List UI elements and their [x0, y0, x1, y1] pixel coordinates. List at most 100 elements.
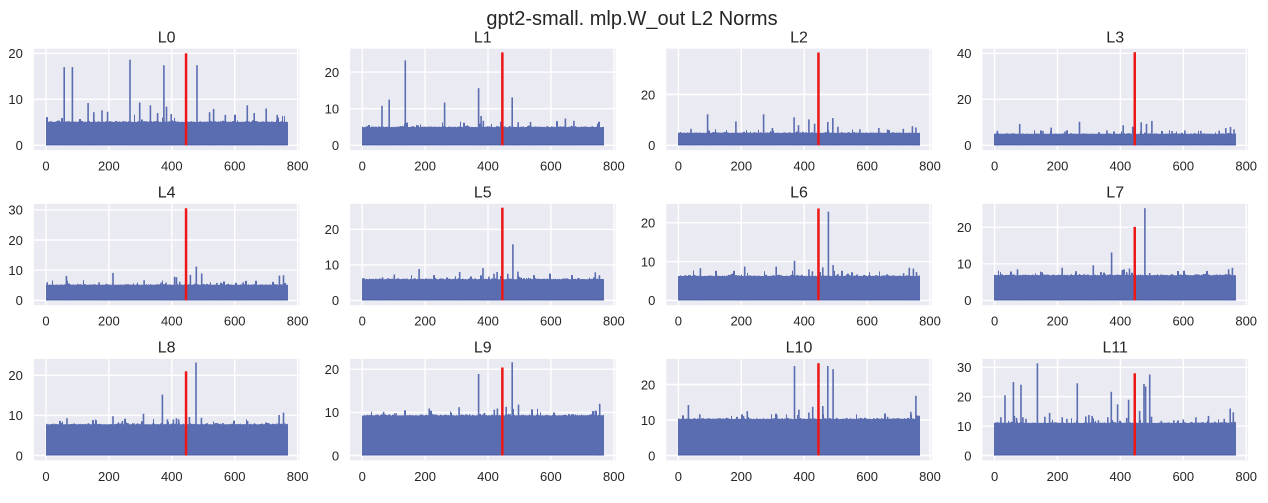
svg-text:400: 400: [793, 314, 815, 329]
svg-text:600: 600: [856, 159, 878, 174]
svg-text:L2: L2: [790, 30, 808, 47]
svg-text:10: 10: [8, 408, 22, 423]
svg-text:L0: L0: [158, 30, 176, 47]
svg-text:0: 0: [42, 159, 49, 174]
svg-text:20: 20: [325, 222, 339, 237]
svg-text:30: 30: [957, 360, 971, 375]
svg-text:10: 10: [325, 405, 339, 420]
svg-text:20: 20: [957, 390, 971, 405]
svg-text:L7: L7: [1106, 185, 1124, 202]
svg-text:20: 20: [325, 362, 339, 377]
svg-text:0: 0: [359, 314, 366, 329]
svg-text:800: 800: [1235, 469, 1257, 484]
svg-text:10: 10: [8, 92, 22, 107]
svg-text:400: 400: [161, 159, 183, 174]
svg-text:0: 0: [16, 138, 23, 153]
svg-text:600: 600: [540, 469, 562, 484]
svg-text:0: 0: [648, 293, 655, 308]
svg-text:400: 400: [1110, 469, 1132, 484]
svg-text:200: 200: [414, 469, 436, 484]
svg-text:L6: L6: [790, 185, 808, 202]
svg-text:200: 200: [98, 469, 120, 484]
svg-text:800: 800: [603, 159, 625, 174]
svg-text:400: 400: [161, 314, 183, 329]
svg-text:400: 400: [477, 314, 499, 329]
svg-text:800: 800: [1235, 159, 1257, 174]
svg-text:0: 0: [16, 293, 23, 308]
svg-text:600: 600: [224, 469, 246, 484]
svg-text:0: 0: [359, 159, 366, 174]
svg-text:40: 40: [957, 46, 971, 61]
svg-text:20: 20: [957, 92, 971, 107]
svg-text:400: 400: [1110, 314, 1132, 329]
svg-text:20: 20: [957, 220, 971, 235]
svg-text:400: 400: [1110, 159, 1132, 174]
svg-text:10: 10: [957, 257, 971, 272]
svg-text:20: 20: [641, 377, 655, 392]
svg-text:0: 0: [991, 314, 998, 329]
svg-text:L10: L10: [786, 340, 813, 357]
svg-text:20: 20: [8, 46, 22, 61]
svg-text:200: 200: [1047, 159, 1069, 174]
svg-text:10: 10: [325, 102, 339, 117]
svg-text:200: 200: [98, 314, 120, 329]
svg-text:200: 200: [1047, 314, 1069, 329]
svg-text:600: 600: [540, 314, 562, 329]
svg-text:10: 10: [325, 258, 339, 273]
svg-text:800: 800: [287, 469, 309, 484]
svg-text:600: 600: [856, 469, 878, 484]
svg-text:0: 0: [359, 469, 366, 484]
svg-text:L11: L11: [1102, 340, 1128, 357]
svg-text:400: 400: [793, 159, 815, 174]
svg-text:20: 20: [325, 65, 339, 80]
svg-text:600: 600: [1172, 159, 1194, 174]
svg-text:600: 600: [224, 314, 246, 329]
svg-text:L4: L4: [158, 185, 176, 202]
svg-text:0: 0: [991, 469, 998, 484]
svg-text:200: 200: [730, 314, 752, 329]
svg-text:20: 20: [641, 87, 655, 102]
svg-text:10: 10: [8, 263, 22, 278]
svg-text:L5: L5: [474, 185, 492, 202]
svg-text:L9: L9: [474, 340, 492, 357]
svg-text:800: 800: [919, 469, 941, 484]
svg-text:20: 20: [8, 368, 22, 383]
svg-text:800: 800: [603, 314, 625, 329]
svg-text:200: 200: [414, 159, 436, 174]
svg-text:10: 10: [641, 413, 655, 428]
svg-text:200: 200: [730, 469, 752, 484]
svg-text:400: 400: [477, 469, 499, 484]
svg-text:0: 0: [648, 138, 655, 153]
svg-text:20: 20: [8, 233, 22, 248]
svg-text:200: 200: [730, 159, 752, 174]
svg-text:800: 800: [1235, 314, 1257, 329]
svg-text:0: 0: [675, 314, 682, 329]
svg-text:400: 400: [793, 469, 815, 484]
svg-text:0: 0: [964, 293, 971, 308]
svg-text:400: 400: [477, 159, 499, 174]
svg-text:0: 0: [964, 448, 971, 463]
svg-text:0: 0: [991, 159, 998, 174]
svg-text:600: 600: [856, 314, 878, 329]
svg-text:0: 0: [648, 448, 655, 463]
svg-text:0: 0: [42, 469, 49, 484]
svg-text:800: 800: [919, 314, 941, 329]
svg-text:0: 0: [332, 138, 339, 153]
svg-text:L3: L3: [1106, 30, 1124, 47]
svg-text:gpt2-small. mlp.W_out L2 Norms: gpt2-small. mlp.W_out L2 Norms: [486, 8, 777, 30]
svg-text:800: 800: [919, 159, 941, 174]
svg-text:0: 0: [675, 469, 682, 484]
svg-text:10: 10: [641, 254, 655, 269]
svg-text:L8: L8: [158, 340, 176, 357]
svg-text:30: 30: [8, 203, 22, 218]
svg-text:600: 600: [540, 159, 562, 174]
svg-text:600: 600: [1172, 469, 1194, 484]
svg-text:800: 800: [603, 469, 625, 484]
svg-text:600: 600: [1172, 314, 1194, 329]
svg-text:200: 200: [1047, 469, 1069, 484]
svg-text:0: 0: [332, 293, 339, 308]
svg-text:600: 600: [224, 159, 246, 174]
svg-text:800: 800: [287, 159, 309, 174]
svg-text:0: 0: [332, 448, 339, 463]
svg-text:200: 200: [414, 314, 436, 329]
